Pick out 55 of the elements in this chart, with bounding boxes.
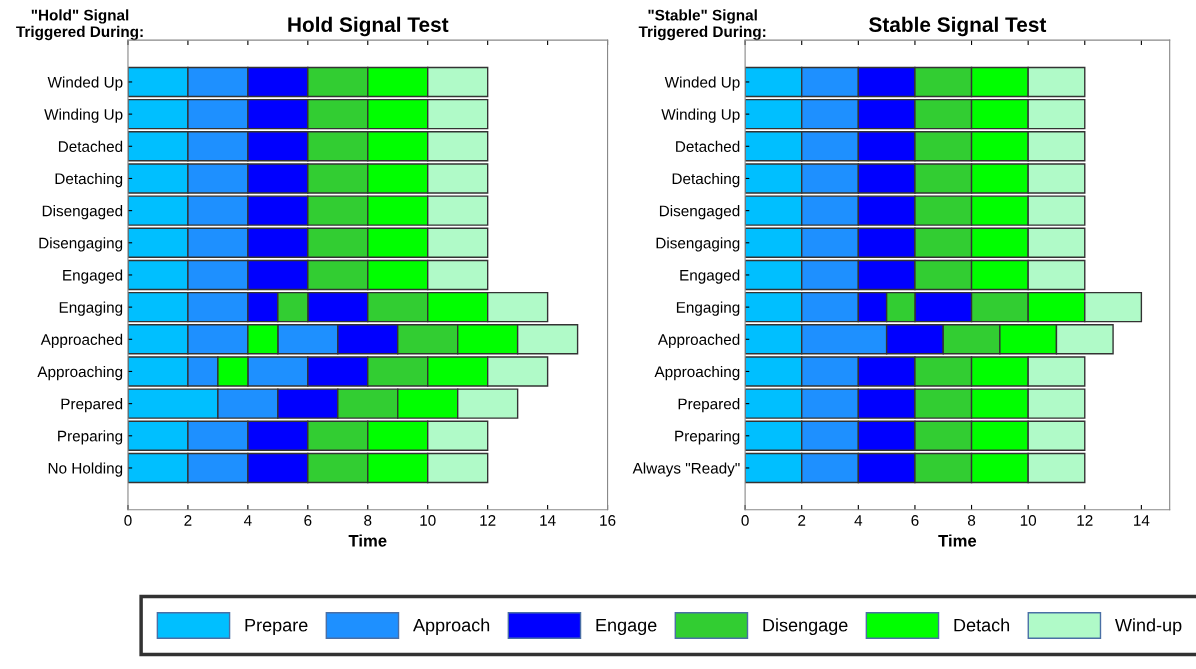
y-tick-label: Detaching xyxy=(672,172,740,188)
y-tick-label: Disengaged xyxy=(659,205,740,220)
y-tick-label: Approached xyxy=(657,333,740,348)
y-tick-label: Winding Up xyxy=(661,108,740,123)
x-tick-label: 4 xyxy=(854,515,863,526)
y-tick-label: Disengaging xyxy=(656,237,740,252)
chart-title: Hold Signal Test xyxy=(288,16,449,37)
y-tick-label: Approaching xyxy=(37,365,123,381)
legend-label: Prepare xyxy=(245,618,308,636)
x-tick-label: 2 xyxy=(798,515,806,526)
x-tick-label: 10 xyxy=(420,515,436,526)
y-tick-label: Prepared xyxy=(61,398,123,413)
x-tick-label: 10 xyxy=(1020,515,1037,526)
legend-label: Detach xyxy=(954,618,1010,632)
x-tick-label: 2 xyxy=(184,515,192,526)
y-tick-label: Detached xyxy=(58,140,123,152)
x-tick-label: 6 xyxy=(304,515,312,526)
x-tick-label: 4 xyxy=(243,515,252,526)
y-tick-label: Engaging xyxy=(676,301,740,316)
y-tick-label: Engaged xyxy=(680,269,740,284)
y-tick-label: Approached xyxy=(40,333,123,348)
y-tick-label: Detaching xyxy=(55,172,123,188)
y-tick-label: Winded Up xyxy=(664,76,740,91)
y-axis-title: "Stable" Signal Triggered During: xyxy=(638,9,766,41)
x-tick-label: 14 xyxy=(540,515,556,526)
x-tick-label: 0 xyxy=(124,515,132,526)
x-tick-label: 8 xyxy=(967,515,976,526)
x-tick-label: 12 xyxy=(480,515,496,526)
y-tick-label: Detached xyxy=(676,140,740,152)
y-tick-label: Disengaged xyxy=(42,205,123,220)
x-tick-label: 12 xyxy=(1077,515,1093,526)
y-tick-label: Always "Ready" xyxy=(632,462,740,477)
y-axis-title: "Hold" Signal Triggered During: xyxy=(16,9,143,41)
x-tick-label: 8 xyxy=(364,515,372,526)
y-tick-label: Winded Up xyxy=(47,76,123,91)
legend-label: Wind-up xyxy=(1115,618,1182,636)
y-tick-label: No Holding xyxy=(48,462,123,477)
x-tick-label: 14 xyxy=(1134,515,1150,526)
y-tick-label: Engaged xyxy=(63,269,123,284)
x-axis-title: Time xyxy=(348,534,387,547)
x-tick-label: 16 xyxy=(600,515,616,526)
x-tick-label: 6 xyxy=(911,515,919,526)
y-tick-label: Disengaging xyxy=(39,237,123,252)
y-tick-label: Winding Up xyxy=(44,108,123,123)
legend-label: Disengage xyxy=(763,618,848,636)
y-tick-label: Preparing xyxy=(58,430,123,445)
chart-title: Stable Signal Test xyxy=(869,16,1047,37)
y-tick-label: Preparing xyxy=(675,430,740,445)
legend-label: Approach xyxy=(413,618,490,636)
y-tick-label: Prepared xyxy=(678,398,740,413)
x-axis-title: Time xyxy=(938,534,977,547)
legend-label: Engage xyxy=(596,618,657,636)
y-tick-label: Approaching xyxy=(654,365,740,381)
y-tick-label: Engaging xyxy=(59,301,123,316)
x-tick-label: 0 xyxy=(741,515,749,526)
